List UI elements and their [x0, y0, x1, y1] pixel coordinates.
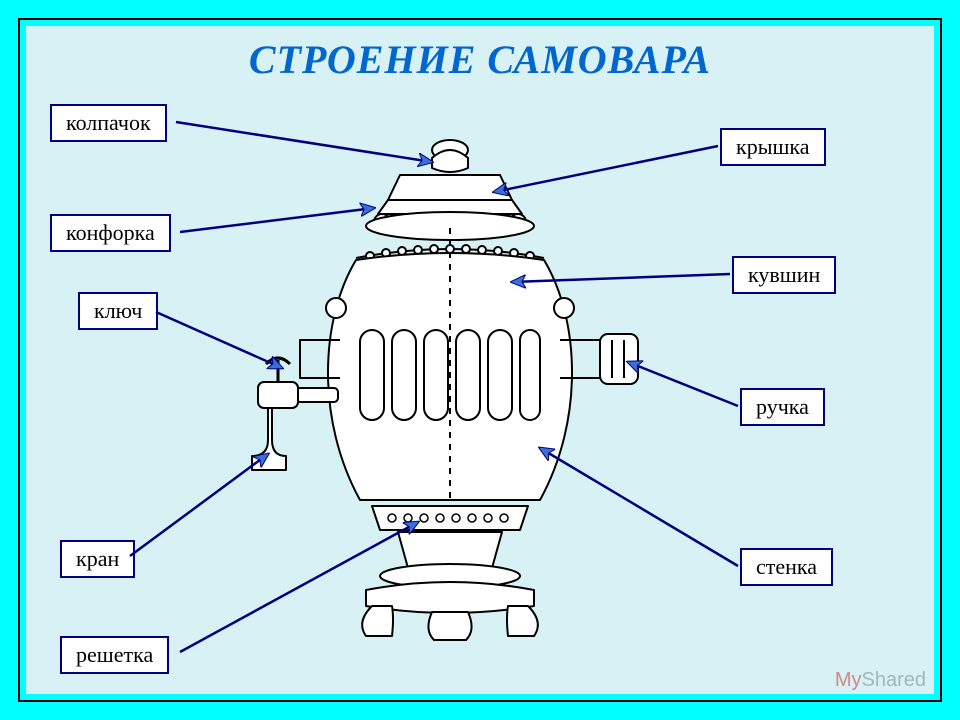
label-kuvshin: кувшин	[732, 256, 836, 294]
label-konforka: конфорка	[50, 214, 171, 252]
label-stenka: стенка	[740, 548, 833, 586]
label-kolpachok: колпачок	[50, 104, 167, 142]
watermark-suffix: Shared	[862, 669, 927, 691]
label-kran: кран	[60, 540, 135, 578]
label-klyuch: ключ	[78, 292, 158, 330]
watermark: MyShared	[835, 669, 926, 692]
page-title: СТРОЕНИЕ САМОВАРА	[0, 36, 960, 83]
label-kryshka: крышка	[720, 128, 826, 166]
watermark-prefix: My	[835, 669, 862, 691]
label-ruchka: ручка	[740, 388, 825, 426]
label-reshetka: решетка	[60, 636, 169, 674]
